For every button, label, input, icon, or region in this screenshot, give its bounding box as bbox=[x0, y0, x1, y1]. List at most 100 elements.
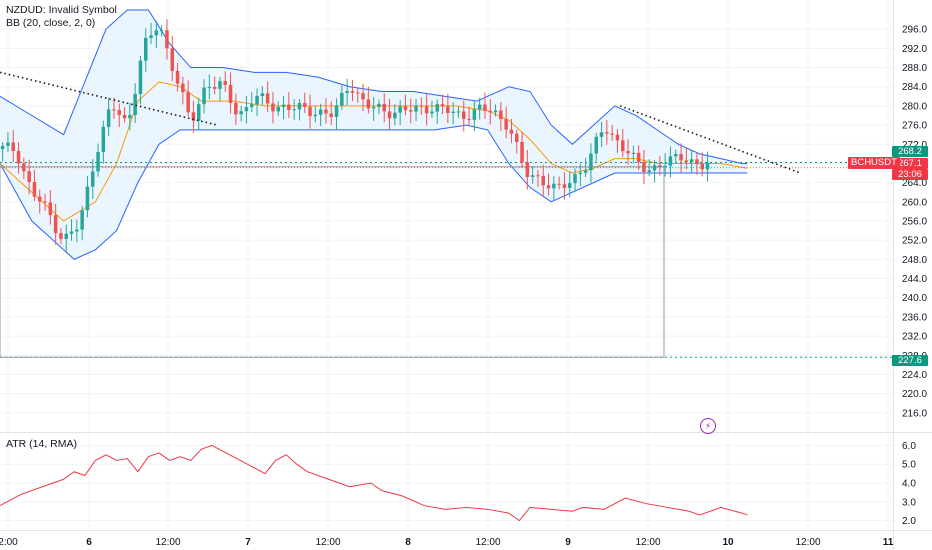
candle-body bbox=[499, 110, 503, 120]
range-rectangle bbox=[0, 166, 665, 358]
last-price-tag: 267.1 bbox=[892, 158, 928, 169]
time-tick-label: 12:00 bbox=[795, 537, 820, 548]
price-tick-label: 292.0 bbox=[902, 44, 927, 55]
candle-body bbox=[594, 136, 598, 154]
candle-body bbox=[303, 103, 307, 107]
price-tick-label: 224.0 bbox=[902, 370, 927, 381]
candle-body bbox=[69, 231, 74, 234]
candle-body bbox=[689, 159, 694, 163]
candle-body bbox=[53, 215, 58, 234]
candle-body bbox=[38, 196, 42, 202]
candle-body bbox=[589, 153, 593, 171]
candle-body bbox=[419, 105, 424, 107]
candle-body bbox=[27, 171, 31, 183]
time-tick-label: 2:00 bbox=[0, 537, 18, 548]
candle-body bbox=[112, 109, 116, 111]
candle-body bbox=[636, 152, 641, 163]
candle-body bbox=[356, 92, 360, 94]
candle-body bbox=[568, 183, 572, 188]
price-tick-label: 276.0 bbox=[902, 121, 927, 132]
price-tick-label: 240.0 bbox=[902, 293, 927, 304]
candle-body bbox=[260, 93, 265, 97]
candle-body bbox=[22, 163, 26, 172]
time-tick-label: 11 bbox=[883, 537, 894, 548]
candle-body bbox=[456, 111, 461, 113]
candle-body bbox=[674, 154, 678, 157]
time-tick-label: 12:00 bbox=[155, 537, 180, 548]
countdown-tag: 23:06 bbox=[892, 169, 928, 180]
trendlines[interactable] bbox=[0, 71, 801, 174]
time-tick-label: 7 bbox=[245, 537, 251, 548]
candle-body bbox=[276, 106, 280, 112]
candle-body bbox=[361, 93, 365, 100]
candle-body bbox=[387, 111, 392, 119]
candle-body bbox=[430, 111, 434, 114]
atr-tick-label: 6.0 bbox=[902, 441, 916, 452]
candle-body bbox=[615, 134, 620, 141]
candle-body bbox=[398, 106, 402, 113]
candle-body bbox=[318, 109, 323, 115]
price-tick-label: 264.0 bbox=[902, 178, 927, 189]
price-tick-label: 220.0 bbox=[902, 389, 927, 400]
candle-body bbox=[292, 109, 296, 111]
candle-body bbox=[446, 106, 450, 113]
candle-body bbox=[281, 104, 286, 107]
candle-body bbox=[520, 141, 524, 163]
candle-body bbox=[488, 110, 492, 113]
candle-body bbox=[700, 163, 704, 170]
candle-body bbox=[366, 99, 371, 109]
candle-body bbox=[705, 163, 710, 170]
candle-body bbox=[403, 106, 408, 111]
price-tick-label: 244.0 bbox=[902, 274, 927, 285]
candle-body bbox=[536, 175, 540, 177]
candle-body bbox=[562, 184, 567, 188]
candle-body bbox=[48, 202, 53, 216]
atr-tick-label: 2.0 bbox=[902, 516, 916, 527]
candle-body bbox=[287, 104, 291, 110]
bb-legend[interactable]: BB (20, close, 2, 0) bbox=[6, 17, 96, 29]
candlestick-series bbox=[0, 19, 710, 252]
candle-body bbox=[202, 87, 206, 105]
candle-body bbox=[509, 129, 514, 134]
time-tick-label: 12:00 bbox=[635, 537, 660, 548]
candle-body bbox=[382, 103, 386, 112]
atr-legend[interactable]: ATR (14, RMA) bbox=[6, 438, 77, 450]
candle-body bbox=[451, 111, 455, 113]
candle-body bbox=[101, 126, 106, 153]
candle-body bbox=[128, 115, 132, 119]
price-tick-label: 260.0 bbox=[902, 197, 927, 208]
candle-body bbox=[255, 96, 259, 105]
candle-body bbox=[409, 110, 413, 112]
candle-body bbox=[541, 176, 545, 186]
candle-body bbox=[197, 104, 201, 121]
candle-body bbox=[313, 114, 318, 117]
candle-body bbox=[642, 162, 646, 173]
time-axis[interactable]: 2:00 6 12:00 7 12:00 8 12:00 9 12:00 10 12:00 11 bbox=[0, 537, 894, 548]
lower-level-tag: 227.6 bbox=[892, 355, 928, 366]
candle-body bbox=[106, 109, 111, 127]
symbol-price-label: BCHUSDT bbox=[848, 157, 900, 169]
candle-body bbox=[658, 165, 662, 168]
time-tick-label: 10 bbox=[722, 537, 734, 548]
candle-body bbox=[244, 107, 249, 112]
horizontal-levels[interactable] bbox=[0, 161, 893, 358]
candle-body bbox=[583, 170, 588, 173]
candle-body bbox=[207, 86, 212, 88]
price-axis[interactable]: 216.0220.0224.0228.0232.0236.0240.0244.0… bbox=[902, 25, 927, 527]
candle-body bbox=[440, 104, 445, 107]
candle-body bbox=[324, 109, 328, 114]
candle-body bbox=[493, 110, 498, 113]
candle-body bbox=[424, 106, 429, 114]
candle-body bbox=[546, 185, 551, 189]
bollinger-bands bbox=[0, 9, 748, 260]
price-tick-label: 248.0 bbox=[902, 255, 927, 266]
price-tick-label: 236.0 bbox=[902, 312, 927, 323]
lightning-icon[interactable]: ⚡ bbox=[700, 418, 716, 434]
candle-body bbox=[515, 133, 519, 142]
candle-body bbox=[525, 162, 530, 177]
bb-upper-line bbox=[0, 9, 748, 164]
symbol-legend[interactable]: NZDUD: Invalid Symbol bbox=[6, 4, 117, 16]
time-tick-label: 8 bbox=[405, 537, 411, 548]
candle-body bbox=[0, 145, 5, 150]
